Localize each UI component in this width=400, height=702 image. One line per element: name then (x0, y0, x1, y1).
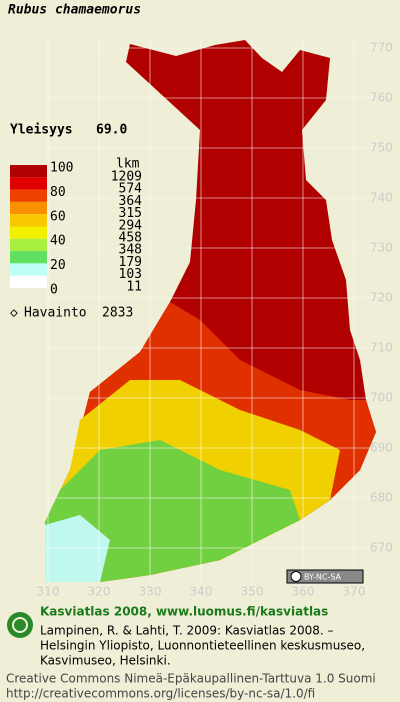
cc-icon (290, 571, 302, 582)
count-label: 103 (119, 267, 142, 282)
legend-swatch (10, 263, 47, 276)
grid (45, 40, 376, 582)
y-label: 760 (370, 91, 393, 105)
y-label: 690 (370, 441, 393, 455)
citation-line: Lampinen, R. & Lahti, T. 2009: Kasviatla… (40, 624, 334, 638)
scale-label: 60 (50, 209, 66, 224)
license-badge (286, 569, 364, 584)
legend: 100 80 60 40 20 0 1209574364315294458348179103… (50, 161, 142, 298)
y-label: 710 (370, 341, 393, 355)
scale-label: 100 (50, 161, 73, 176)
y-label: 740 (370, 191, 393, 205)
legend-swatch (10, 275, 47, 288)
scale-label: 40 (50, 234, 66, 249)
legend-swatch (10, 189, 47, 202)
count-label: 348 (119, 243, 142, 258)
legend-swatch (10, 251, 47, 264)
count-label: 574 (119, 182, 143, 197)
count-label: 294 (119, 218, 143, 233)
citation-line: Kasvimuseo, Helsinki. (40, 654, 171, 668)
legend-swatch (10, 177, 47, 190)
logo-shape (7, 612, 33, 638)
x-label: 320 (88, 585, 111, 599)
logo (7, 612, 33, 638)
legend-swatch (10, 214, 47, 227)
observation-count: 2833 (102, 306, 133, 321)
legend-swatch (10, 201, 47, 215)
scale-label: 0 (50, 283, 58, 298)
legend-swatch (10, 165, 47, 178)
y-label: 680 (370, 491, 393, 505)
license-line: http://creativecommons.org/licenses/by-n… (6, 687, 315, 701)
count-label: 11 (126, 279, 142, 294)
x-label: 360 (292, 585, 315, 599)
map (45, 40, 376, 582)
citation-line: Helsingin Yliopisto, Luonnontieteellinen… (40, 639, 365, 653)
x-label: 310 (37, 585, 60, 599)
legend-swatch (10, 226, 47, 239)
footer-heading: Kasviatlas 2008, www.luomus.fi/kasviatla… (40, 605, 328, 619)
map-region (45, 515, 110, 582)
x-label: 340 (190, 585, 213, 599)
legend-swatch (10, 238, 47, 252)
count-label: 179 (119, 255, 142, 270)
y-label: 670 (370, 541, 393, 555)
x-label: 330 (139, 585, 162, 599)
legend-scale (10, 165, 47, 288)
count-label: 458 (119, 231, 142, 246)
scale-label: 80 (50, 185, 66, 200)
observation-symbol: ◇ (10, 306, 18, 321)
y-label: 700 (370, 391, 393, 405)
observation-label: Havainto (24, 306, 87, 321)
x-label: 350 (241, 585, 264, 599)
y-label: 750 (370, 141, 393, 155)
scale-label: 20 (50, 258, 66, 273)
license-line: Creative Commons Nimeä-Epäkaupallinen-Ta… (6, 672, 376, 686)
y-label: 770 (370, 41, 393, 55)
y-label: 720 (370, 291, 393, 305)
frequency-value: 69.0 (96, 123, 127, 138)
license-badge-text: BY-NC-SA (304, 573, 342, 582)
count-label: 315 (119, 206, 142, 221)
count-header: lkm (116, 157, 140, 172)
map-region (45, 440, 300, 582)
y-label: 730 (370, 241, 393, 255)
logo-shape (12, 617, 28, 633)
x-label: 370 (343, 585, 366, 599)
count-label: 364 (119, 194, 143, 209)
count-label: 1209 (111, 170, 142, 185)
frequency-label: Yleisyys (10, 123, 73, 138)
species-title: Rubus chamaemorus (8, 3, 141, 18)
